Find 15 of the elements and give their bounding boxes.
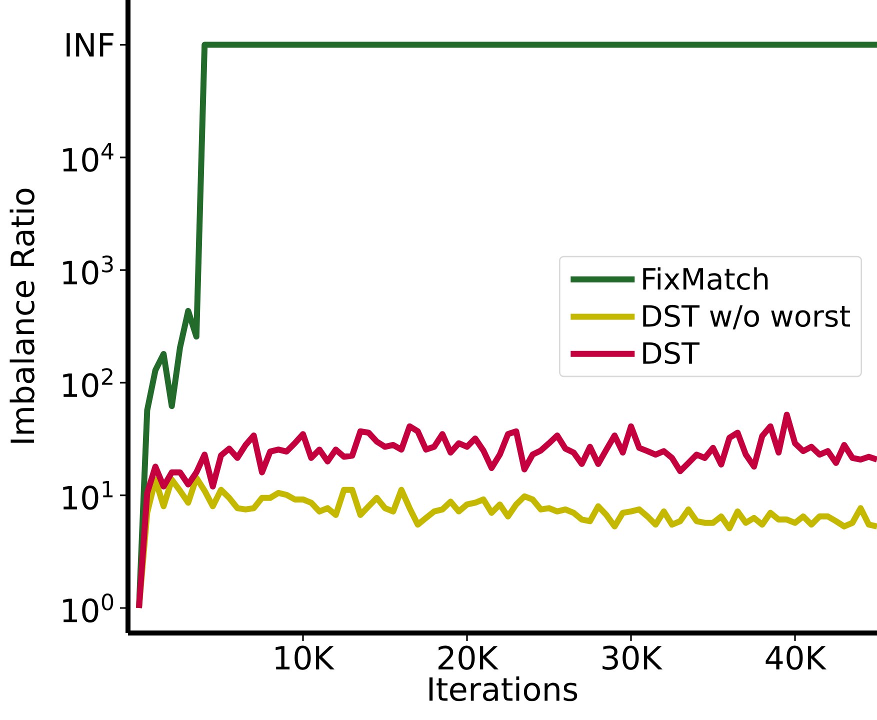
x-axis-title: Iterations bbox=[429, 676, 578, 702]
x-tick-label: 10K bbox=[276, 646, 334, 670]
y-tick-label: 10$^{4}$ bbox=[63, 143, 114, 172]
legend-label: DST w/o worst bbox=[643, 304, 850, 330]
y-tick-label: INF bbox=[66, 33, 114, 56]
x-tick-label: 20K bbox=[438, 646, 498, 670]
legend-label: DST bbox=[643, 342, 700, 364]
y-tick-label: 10$^{3}$ bbox=[63, 256, 113, 285]
y-tick-label: 10$^{1}$ bbox=[63, 480, 113, 510]
legend-label: FixMatch bbox=[643, 267, 768, 290]
y-tick-label: 10$^{2}$ bbox=[63, 368, 112, 398]
x-tick-label: 40K bbox=[766, 646, 826, 670]
y-tick-label: 10$^{0}$ bbox=[63, 593, 114, 623]
x-tick-label: 30K bbox=[602, 646, 662, 670]
y-axis-title: Imbalance Ratio bbox=[10, 188, 35, 443]
